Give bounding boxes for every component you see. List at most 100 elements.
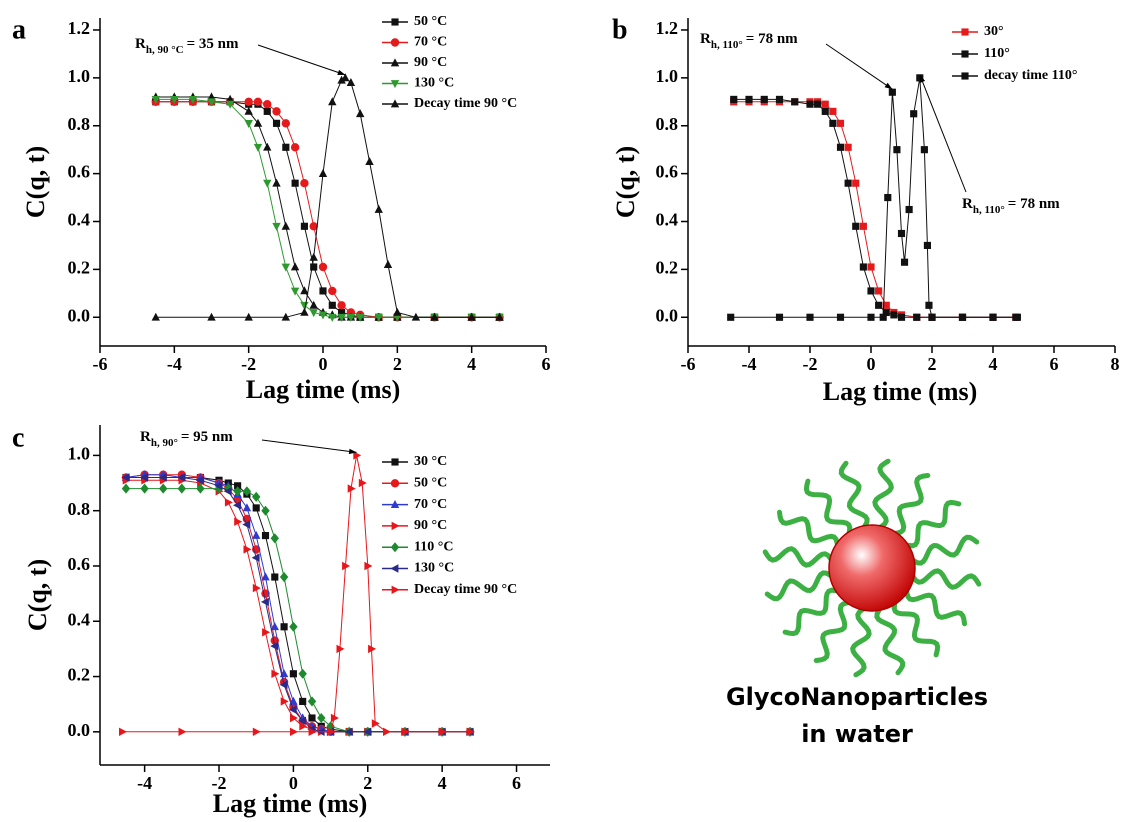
data-point — [318, 169, 328, 177]
data-point — [859, 263, 867, 271]
data-point — [760, 95, 768, 103]
chain — [901, 499, 962, 549]
data-point — [319, 287, 327, 295]
annotation-arrow — [919, 74, 967, 193]
data-point — [363, 727, 372, 736]
data-point — [242, 503, 252, 512]
x-tick-label: 6 — [512, 773, 521, 793]
data-point — [745, 95, 753, 103]
y-axis-label: C(q, t) — [21, 146, 50, 218]
data-point — [852, 222, 860, 230]
data-point — [195, 476, 204, 485]
data-point — [188, 96, 198, 104]
legend-label: Decay time 90 °C — [414, 582, 517, 597]
data-point — [282, 143, 290, 151]
data-point — [308, 727, 317, 736]
data-point — [300, 286, 309, 295]
data-point — [291, 179, 299, 187]
data-point — [151, 96, 160, 104]
data-point — [271, 573, 279, 581]
data-point — [358, 478, 367, 488]
data-point — [263, 107, 271, 115]
data-point — [328, 301, 336, 309]
data-point — [867, 313, 875, 321]
legend-label: 110 °C — [414, 539, 453, 554]
data-point — [290, 287, 300, 296]
data-point — [897, 229, 906, 238]
data-point — [281, 312, 290, 321]
legend-marker — [391, 458, 399, 466]
data-point — [916, 74, 924, 82]
data-point — [170, 96, 179, 104]
data-point — [244, 97, 253, 106]
data-point — [233, 486, 242, 497]
data-point — [884, 193, 892, 202]
data-point — [791, 98, 799, 106]
data-point — [383, 727, 391, 736]
arrow-head — [884, 82, 893, 90]
arrow-head — [348, 448, 357, 455]
data-point — [289, 670, 297, 678]
data-point — [214, 481, 223, 490]
data-point — [338, 308, 346, 317]
data-point — [467, 312, 476, 321]
legend-label: 130 °C — [414, 561, 454, 576]
y-axis-label: C(q, t) — [23, 559, 52, 631]
annotation-part: h, 90° — [151, 437, 178, 449]
data-point — [263, 142, 272, 151]
data-point — [234, 482, 242, 490]
data-point — [158, 473, 167, 482]
data-point — [852, 179, 860, 187]
x-tick-label: 4 — [989, 354, 998, 374]
annotation-part: = 78 nm — [1008, 196, 1060, 212]
legend-marker — [391, 18, 399, 26]
data-point — [821, 100, 829, 108]
annotation: Rh, 110° = 78 nm — [962, 196, 1060, 215]
chain — [764, 570, 836, 602]
data-point — [309, 252, 318, 261]
series-line — [155, 98, 500, 318]
legend-marker — [390, 542, 400, 553]
data-point — [309, 309, 318, 318]
series-line — [155, 77, 500, 318]
x-axis-label: Lag time (ms) — [213, 789, 368, 818]
legend-label: 50 °C — [414, 14, 447, 29]
x-tick-label: 6 — [1050, 354, 1059, 374]
annotation-part: h, 110° — [973, 204, 1005, 216]
annotation-part: = 78 nm — [746, 31, 798, 47]
chain — [850, 605, 872, 678]
data-point — [242, 520, 251, 529]
data-point — [1013, 313, 1021, 321]
data-point — [925, 301, 933, 309]
data-point — [727, 313, 735, 321]
data-point — [253, 118, 263, 127]
annotation-part: = 95 nm — [181, 429, 233, 445]
data-point — [263, 99, 272, 109]
annotation-part: h, 90 °C — [146, 44, 184, 56]
data-point — [879, 313, 887, 321]
y-tick-label: 1.0 — [656, 66, 679, 86]
data-point — [365, 157, 374, 165]
data-point — [252, 727, 261, 736]
data-point — [341, 73, 350, 82]
series-line — [125, 474, 470, 733]
data-point — [913, 313, 921, 321]
data-point — [328, 286, 337, 296]
panel-label: b — [612, 14, 628, 45]
data-point — [327, 727, 336, 736]
data-point — [298, 668, 307, 679]
data-point — [233, 501, 241, 510]
data-point — [252, 583, 261, 593]
data-point — [234, 517, 243, 526]
data-point — [177, 483, 186, 494]
annotation: Rh, 90 °C = 35 nm — [135, 36, 239, 55]
legend-marker — [391, 521, 400, 531]
data-point — [875, 301, 883, 309]
data-point — [261, 531, 270, 540]
series-line — [126, 477, 470, 733]
data-point — [270, 622, 279, 631]
data-point — [290, 727, 298, 736]
data-point — [281, 263, 290, 272]
data-point — [910, 110, 918, 118]
data-point — [346, 313, 356, 322]
